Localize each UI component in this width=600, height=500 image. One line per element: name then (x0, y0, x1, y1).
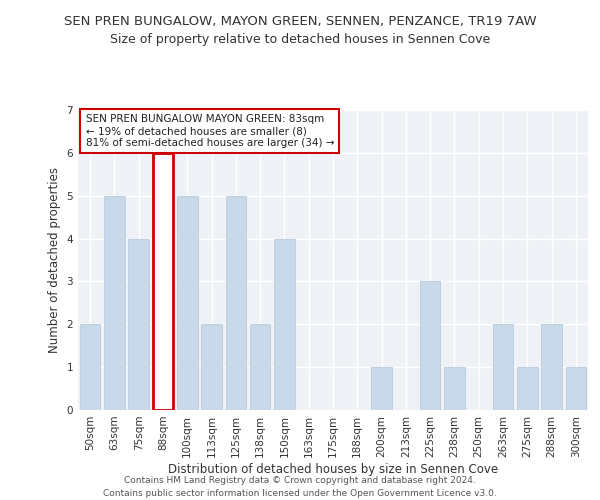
Bar (128, 238, 149, 410)
Bar (371, 367, 392, 410)
Bar (493, 324, 514, 410)
Text: Size of property relative to detached houses in Sennen Cove: Size of property relative to detached ho… (110, 32, 490, 46)
Text: Contains HM Land Registry data © Crown copyright and database right 2024.
Contai: Contains HM Land Registry data © Crown c… (103, 476, 497, 498)
Y-axis label: Number of detached properties: Number of detached properties (48, 167, 61, 353)
Text: SEN PREN BUNGALOW MAYON GREEN: 83sqm
← 19% of detached houses are smaller (8)
81: SEN PREN BUNGALOW MAYON GREEN: 83sqm ← 1… (86, 114, 334, 148)
Bar (444, 367, 465, 410)
Bar (517, 367, 538, 410)
Bar (177, 196, 197, 410)
X-axis label: Distribution of detached houses by size in Sennen Cove: Distribution of detached houses by size … (168, 462, 498, 475)
Bar (420, 282, 440, 410)
Bar (274, 238, 295, 410)
Bar (541, 324, 562, 410)
Bar (226, 196, 246, 410)
Bar (250, 324, 271, 410)
Bar (152, 153, 173, 410)
Bar (104, 196, 125, 410)
Bar (80, 324, 100, 410)
Bar (201, 324, 222, 410)
Bar (566, 367, 586, 410)
Text: SEN PREN BUNGALOW, MAYON GREEN, SENNEN, PENZANCE, TR19 7AW: SEN PREN BUNGALOW, MAYON GREEN, SENNEN, … (64, 15, 536, 28)
